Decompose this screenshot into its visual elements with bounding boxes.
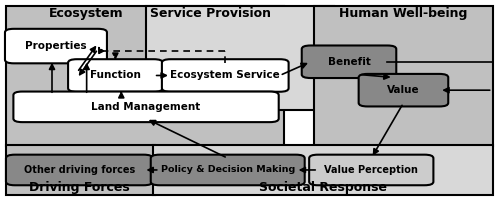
Text: Driving Forces: Driving Forces (29, 181, 130, 194)
FancyBboxPatch shape (151, 155, 304, 185)
FancyBboxPatch shape (6, 145, 155, 195)
Text: Properties: Properties (25, 41, 87, 51)
FancyBboxPatch shape (309, 155, 434, 185)
Text: Value: Value (387, 85, 420, 95)
Text: Function: Function (90, 70, 141, 80)
FancyBboxPatch shape (14, 91, 278, 122)
Text: Benefit: Benefit (328, 57, 370, 67)
Text: Human Well-being: Human Well-being (340, 7, 468, 20)
Text: Other driving forces: Other driving forces (24, 165, 135, 175)
FancyBboxPatch shape (154, 145, 492, 195)
FancyBboxPatch shape (68, 59, 162, 92)
Text: Policy & Decision Making: Policy & Decision Making (160, 166, 295, 174)
Text: Value Perception: Value Perception (324, 165, 418, 175)
Text: Service Provision: Service Provision (150, 7, 271, 20)
Text: Societal Response: Societal Response (260, 181, 388, 194)
FancyBboxPatch shape (6, 155, 152, 185)
Text: Ecosystem Service: Ecosystem Service (170, 70, 280, 80)
FancyBboxPatch shape (358, 74, 448, 107)
Text: Ecosystem: Ecosystem (50, 7, 124, 20)
FancyBboxPatch shape (6, 6, 283, 146)
FancyBboxPatch shape (314, 6, 492, 146)
FancyBboxPatch shape (5, 29, 107, 63)
FancyBboxPatch shape (302, 46, 396, 78)
FancyBboxPatch shape (146, 6, 334, 110)
Text: Land Management: Land Management (92, 102, 200, 112)
FancyBboxPatch shape (162, 59, 288, 92)
